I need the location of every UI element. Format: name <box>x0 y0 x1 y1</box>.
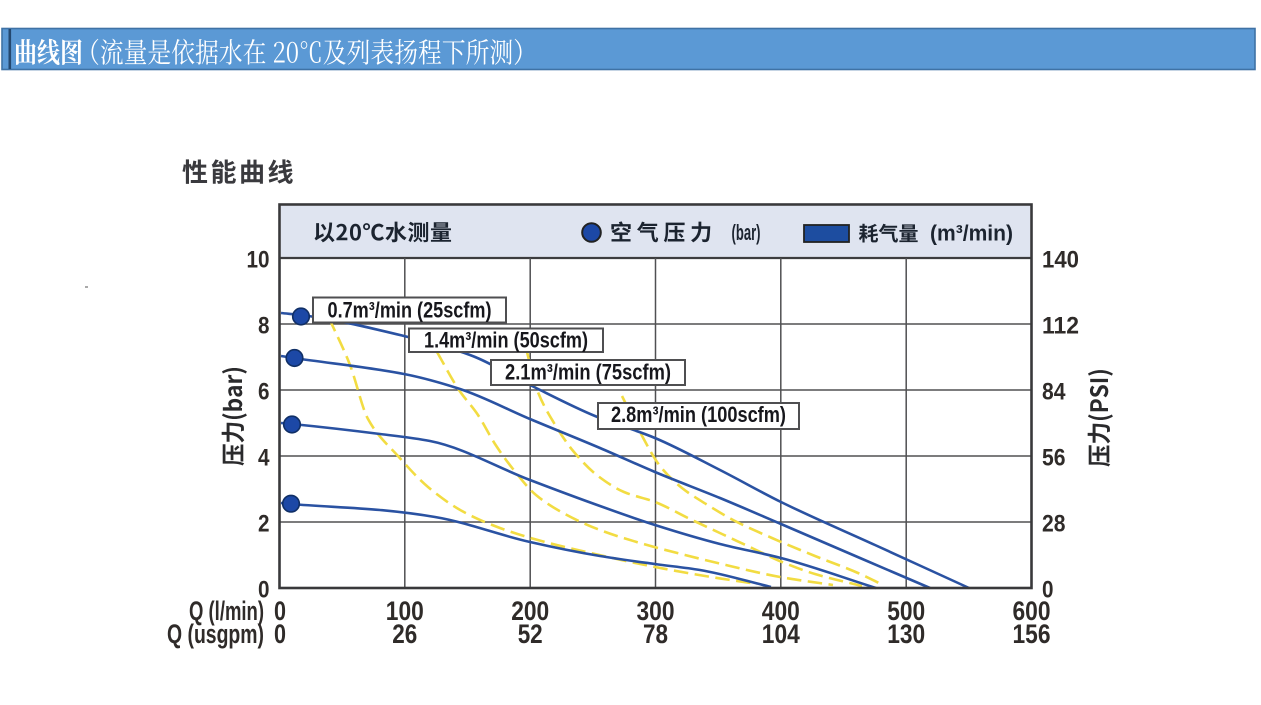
svg-text:26: 26 <box>392 619 417 649</box>
svg-text:0.7m³/min (25scfm): 0.7m³/min (25scfm) <box>328 298 492 323</box>
svg-text:0: 0 <box>258 577 270 604</box>
svg-text:200: 200 <box>511 596 549 626</box>
svg-text:4: 4 <box>258 445 270 472</box>
svg-text:2: 2 <box>258 511 270 538</box>
svg-text:600: 600 <box>1013 596 1051 626</box>
svg-text:Q (usgpm): Q (usgpm) <box>167 619 264 649</box>
svg-text:1.4m³/min (50scfm): 1.4m³/min (50scfm) <box>424 328 588 353</box>
svg-text:2.8m³/min (100scfm): 2.8m³/min (100scfm) <box>611 402 786 427</box>
svg-text:0: 0 <box>1042 577 1054 604</box>
svg-text:156: 156 <box>1013 619 1051 649</box>
svg-text:6: 6 <box>258 379 270 406</box>
svg-text:8: 8 <box>258 313 270 340</box>
svg-text:52: 52 <box>518 619 543 649</box>
svg-text:400: 400 <box>762 596 800 626</box>
svg-text:84: 84 <box>1042 379 1066 406</box>
svg-text:78: 78 <box>643 619 668 649</box>
svg-text:140: 140 <box>1042 247 1079 274</box>
svg-text:(bar): (bar) <box>732 220 761 245</box>
svg-text:104: 104 <box>762 619 800 649</box>
svg-text:0: 0 <box>274 619 286 649</box>
svg-text:28: 28 <box>1042 511 1066 538</box>
svg-text:56: 56 <box>1042 445 1066 472</box>
svg-text:Q (l/min): Q (l/min) <box>189 596 264 626</box>
svg-text:2.1m³/min (75scfm): 2.1m³/min (75scfm) <box>505 360 671 385</box>
svg-text:100: 100 <box>386 596 424 626</box>
svg-text:112: 112 <box>1042 313 1079 340</box>
svg-text:10: 10 <box>247 247 270 274</box>
svg-text:(m³/min): (m³/min) <box>930 221 1013 246</box>
svg-text:130: 130 <box>887 619 925 649</box>
svg-text:0: 0 <box>274 596 286 626</box>
svg-text:300: 300 <box>637 596 675 626</box>
svg-text:500: 500 <box>887 596 925 626</box>
